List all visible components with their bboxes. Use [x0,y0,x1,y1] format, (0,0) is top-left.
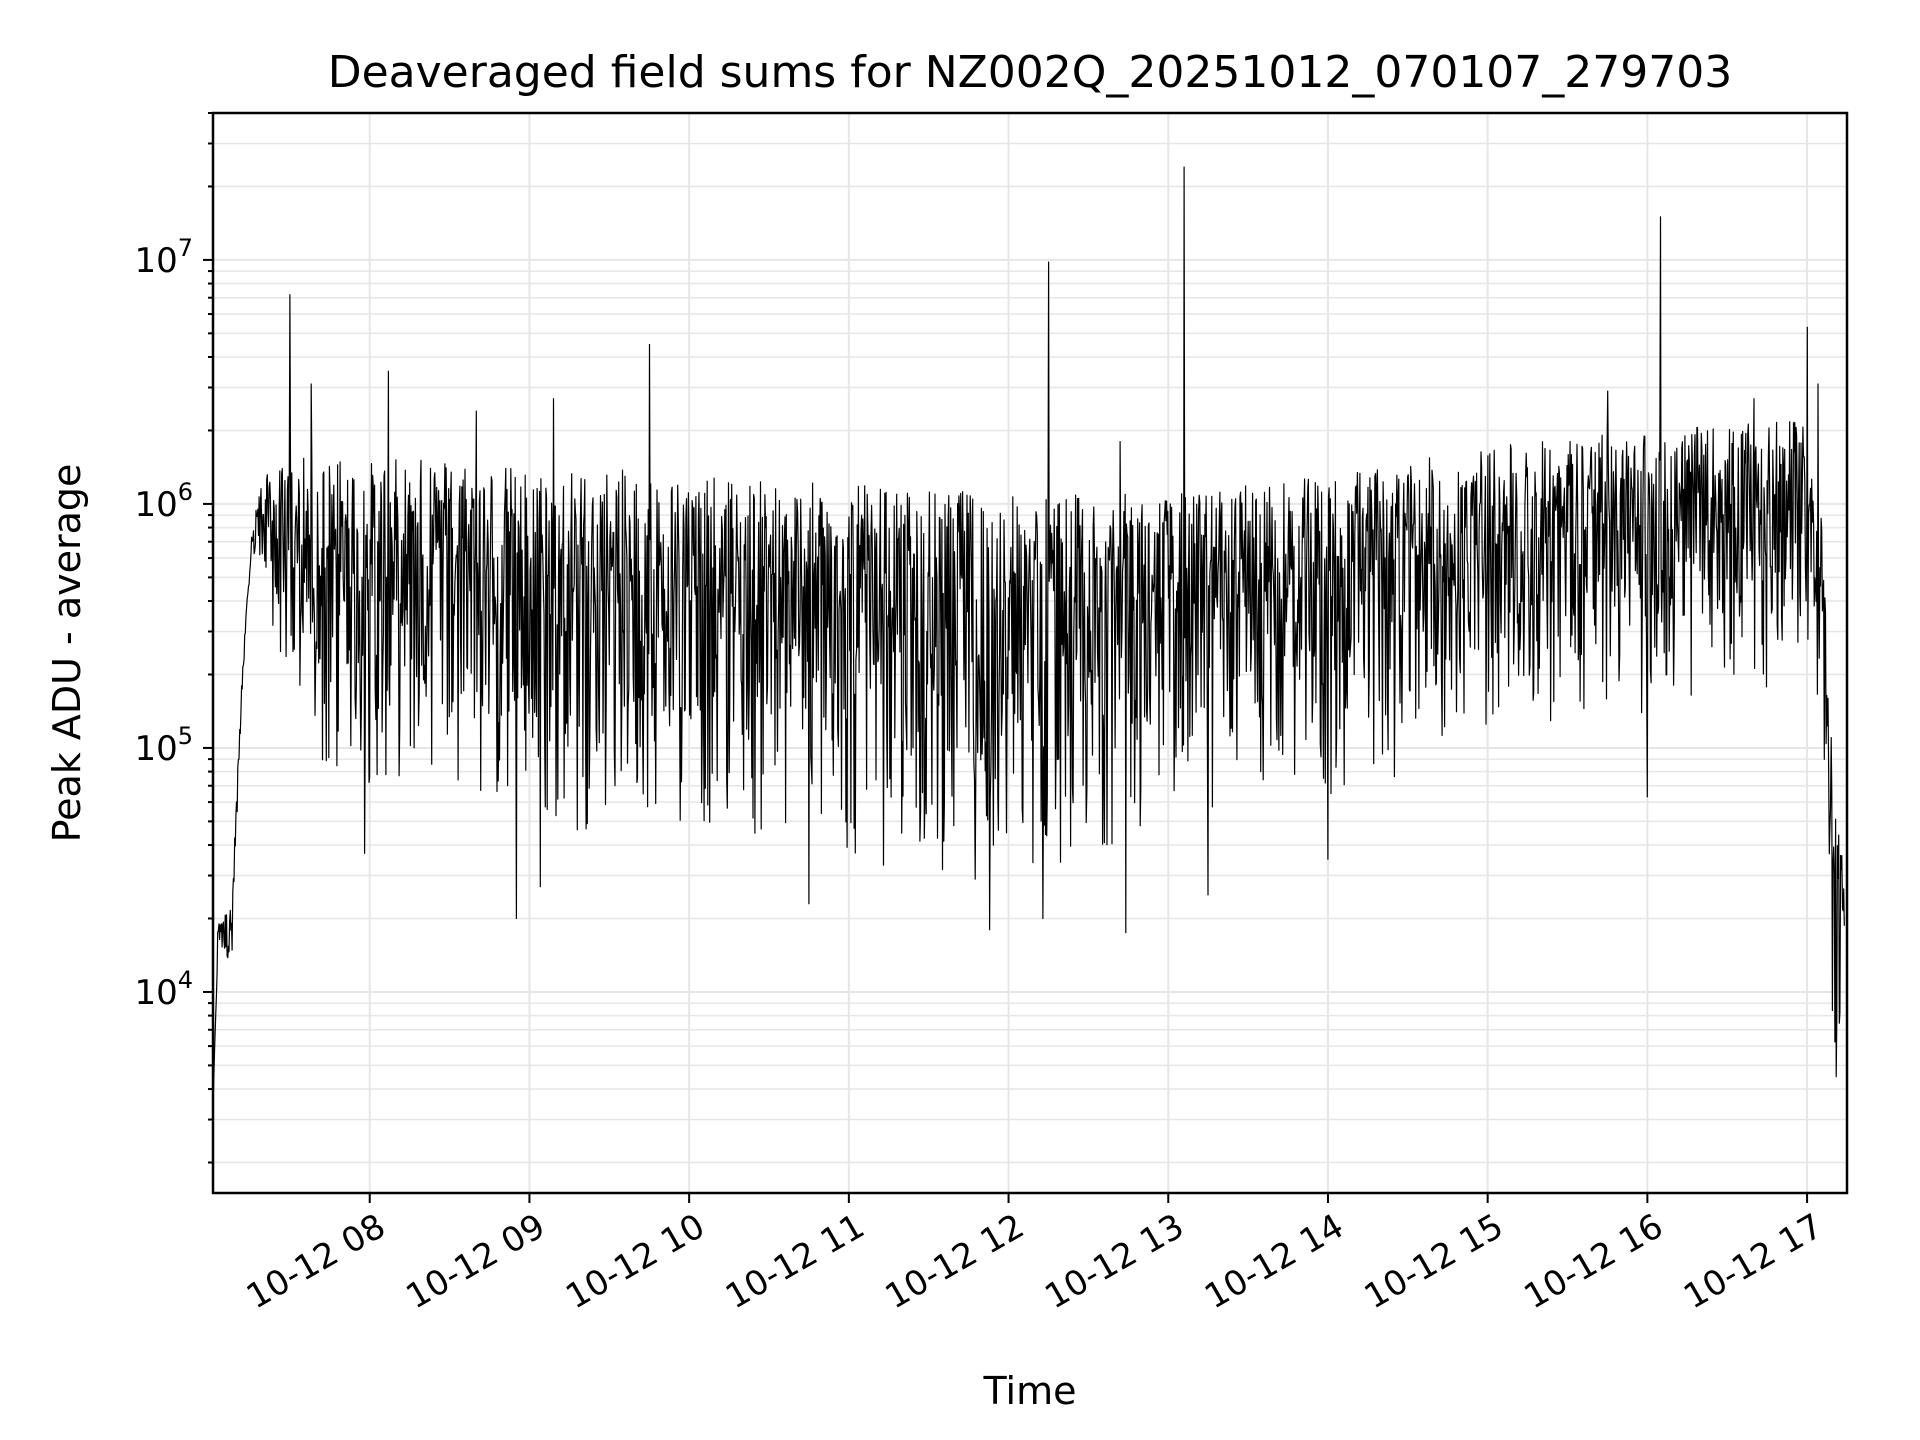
y-axis-label: Peak ADU - average [45,464,89,843]
x-tick-label: 10-12 13 [1038,1206,1190,1317]
y-tick-label: 105 [134,722,193,769]
y-axis: 104 105 106 107 [134,112,213,1164]
x-tick-label: 10-12 09 [400,1206,552,1317]
series-path [212,166,1845,1120]
y-tick-label: 107 [134,234,193,281]
x-tick-label: 10-12 10 [559,1206,711,1317]
plot-frame [211,111,1849,1195]
x-tick-label: 10-12 17 [1677,1206,1829,1317]
chart-title: Deaveraged field sums for NZ002Q_2025101… [328,47,1733,98]
series-line [212,166,1845,1120]
x-axis: 10-12 08 10-12 09 10-12 10 10-12 11 10-12 12… [240,1193,1830,1317]
y-tick-label: 104 [134,966,193,1013]
x-axis-label: Time [983,1369,1077,1413]
x-tick-label: 10-12 11 [719,1206,871,1317]
x-tick-label: 10-12 15 [1358,1206,1510,1317]
x-tick-label: 10-12 12 [879,1206,1031,1317]
x-tick-label: 10-12 08 [240,1206,392,1317]
x-tick-label: 10-12 14 [1198,1206,1350,1317]
y-tick-label: 106 [134,478,193,525]
x-tick-label: 10-12 16 [1517,1206,1669,1317]
